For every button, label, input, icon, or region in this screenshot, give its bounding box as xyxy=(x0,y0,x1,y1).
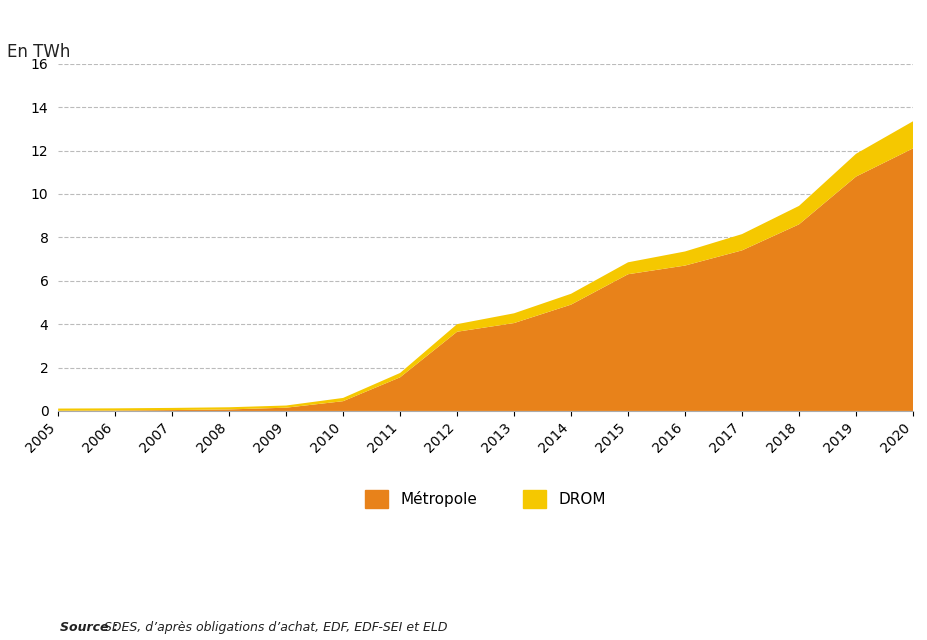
Text: En TWh: En TWh xyxy=(6,43,70,61)
Text: Source :: Source : xyxy=(60,621,118,634)
Legend: Métropole, DROM: Métropole, DROM xyxy=(359,484,611,515)
Text: SDES, d’après obligations d’achat, EDF, EDF-SEI et ELD: SDES, d’après obligations d’achat, EDF, … xyxy=(100,621,447,634)
